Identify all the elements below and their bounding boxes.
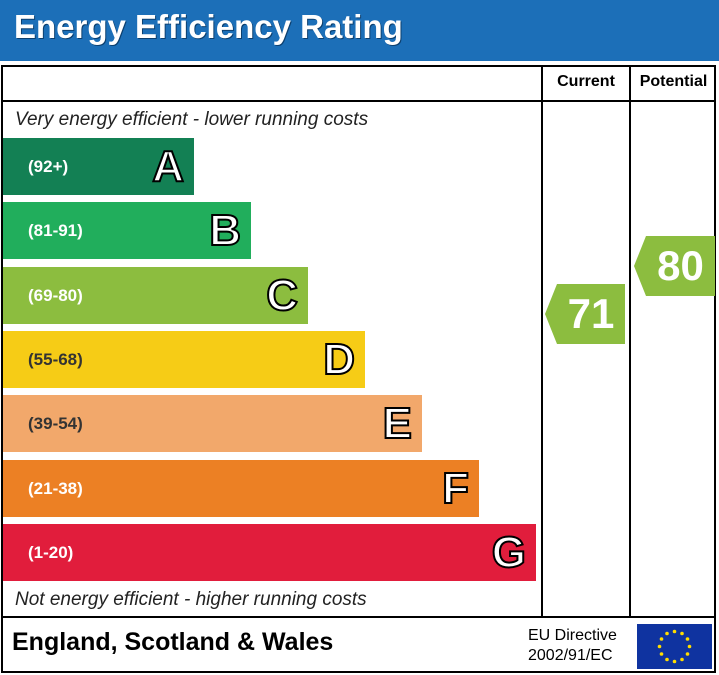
band-letter: A bbox=[151, 141, 185, 192]
potential-column-header: Potential bbox=[639, 73, 708, 90]
eu-directive-line2: 2002/91/EC bbox=[528, 647, 613, 664]
band-c: (69-80) C bbox=[3, 267, 308, 324]
eu-directive-line1: EU Directive bbox=[528, 627, 617, 644]
page-title: Energy Efficiency Rating bbox=[14, 8, 403, 45]
band-letter: D bbox=[322, 334, 356, 385]
band-letter: E bbox=[382, 398, 413, 449]
band-b: (81-91) B bbox=[3, 202, 251, 259]
eu-star-icon bbox=[685, 637, 690, 641]
eu-star-icon bbox=[672, 659, 677, 664]
band-range: (92+) bbox=[28, 156, 69, 176]
efficient-caption: Very energy efficient - lower running co… bbox=[15, 109, 369, 130]
eu-directive-text: EU Directive 2002/91/EC bbox=[528, 626, 617, 666]
eu-star-icon bbox=[665, 631, 669, 636]
eu-star-icon bbox=[659, 637, 664, 641]
band-range: (39-54) bbox=[28, 413, 83, 433]
band-e: (39-54) E bbox=[3, 395, 422, 452]
footer-divider bbox=[1, 616, 716, 618]
eu-star-icon bbox=[680, 657, 684, 662]
band-g: (1-20) G bbox=[3, 524, 536, 581]
current-rating-pointer: 71 bbox=[545, 284, 625, 344]
band-range: (69-80) bbox=[28, 285, 83, 305]
eu-star-icon bbox=[687, 644, 692, 649]
eu-flag-icon bbox=[637, 624, 712, 669]
current-column-header: Current bbox=[557, 73, 615, 90]
band-a: (92+) A bbox=[3, 138, 194, 195]
eu-star-icon bbox=[680, 631, 684, 636]
potential-column-divider bbox=[629, 65, 631, 617]
current-column-divider bbox=[541, 65, 543, 617]
region-label: England, Scotland & Wales bbox=[12, 628, 334, 656]
eu-star-icon bbox=[685, 652, 690, 656]
band-letter: F bbox=[441, 463, 470, 514]
band-f: (21-38) F bbox=[3, 460, 479, 517]
eu-stars bbox=[657, 629, 692, 664]
band-range: (21-38) bbox=[28, 478, 83, 498]
eu-star-icon bbox=[665, 657, 669, 662]
potential-rating-value: 80 bbox=[657, 242, 704, 289]
current-rating-value: 71 bbox=[567, 290, 615, 337]
band-letter: B bbox=[208, 205, 242, 256]
rating-frame bbox=[1, 65, 716, 673]
eu-star-icon bbox=[672, 629, 677, 634]
header-bar: Energy Efficiency Rating bbox=[0, 0, 719, 61]
inefficient-caption: Not energy efficient - higher running co… bbox=[15, 589, 367, 610]
header-divider bbox=[1, 100, 716, 102]
potential-pointer-shape bbox=[634, 236, 715, 296]
band-d: (55-68) D bbox=[3, 331, 365, 388]
eu-star-icon bbox=[657, 644, 662, 649]
potential-rating-pointer: 80 bbox=[634, 236, 715, 296]
band-range: (1-20) bbox=[28, 542, 74, 562]
band-letter: G bbox=[491, 527, 527, 578]
current-pointer-shape bbox=[545, 284, 625, 344]
band-range: (81-91) bbox=[28, 220, 83, 240]
band-letter: C bbox=[265, 270, 299, 321]
eu-star-icon bbox=[659, 652, 664, 656]
band-range: (55-68) bbox=[28, 349, 83, 369]
